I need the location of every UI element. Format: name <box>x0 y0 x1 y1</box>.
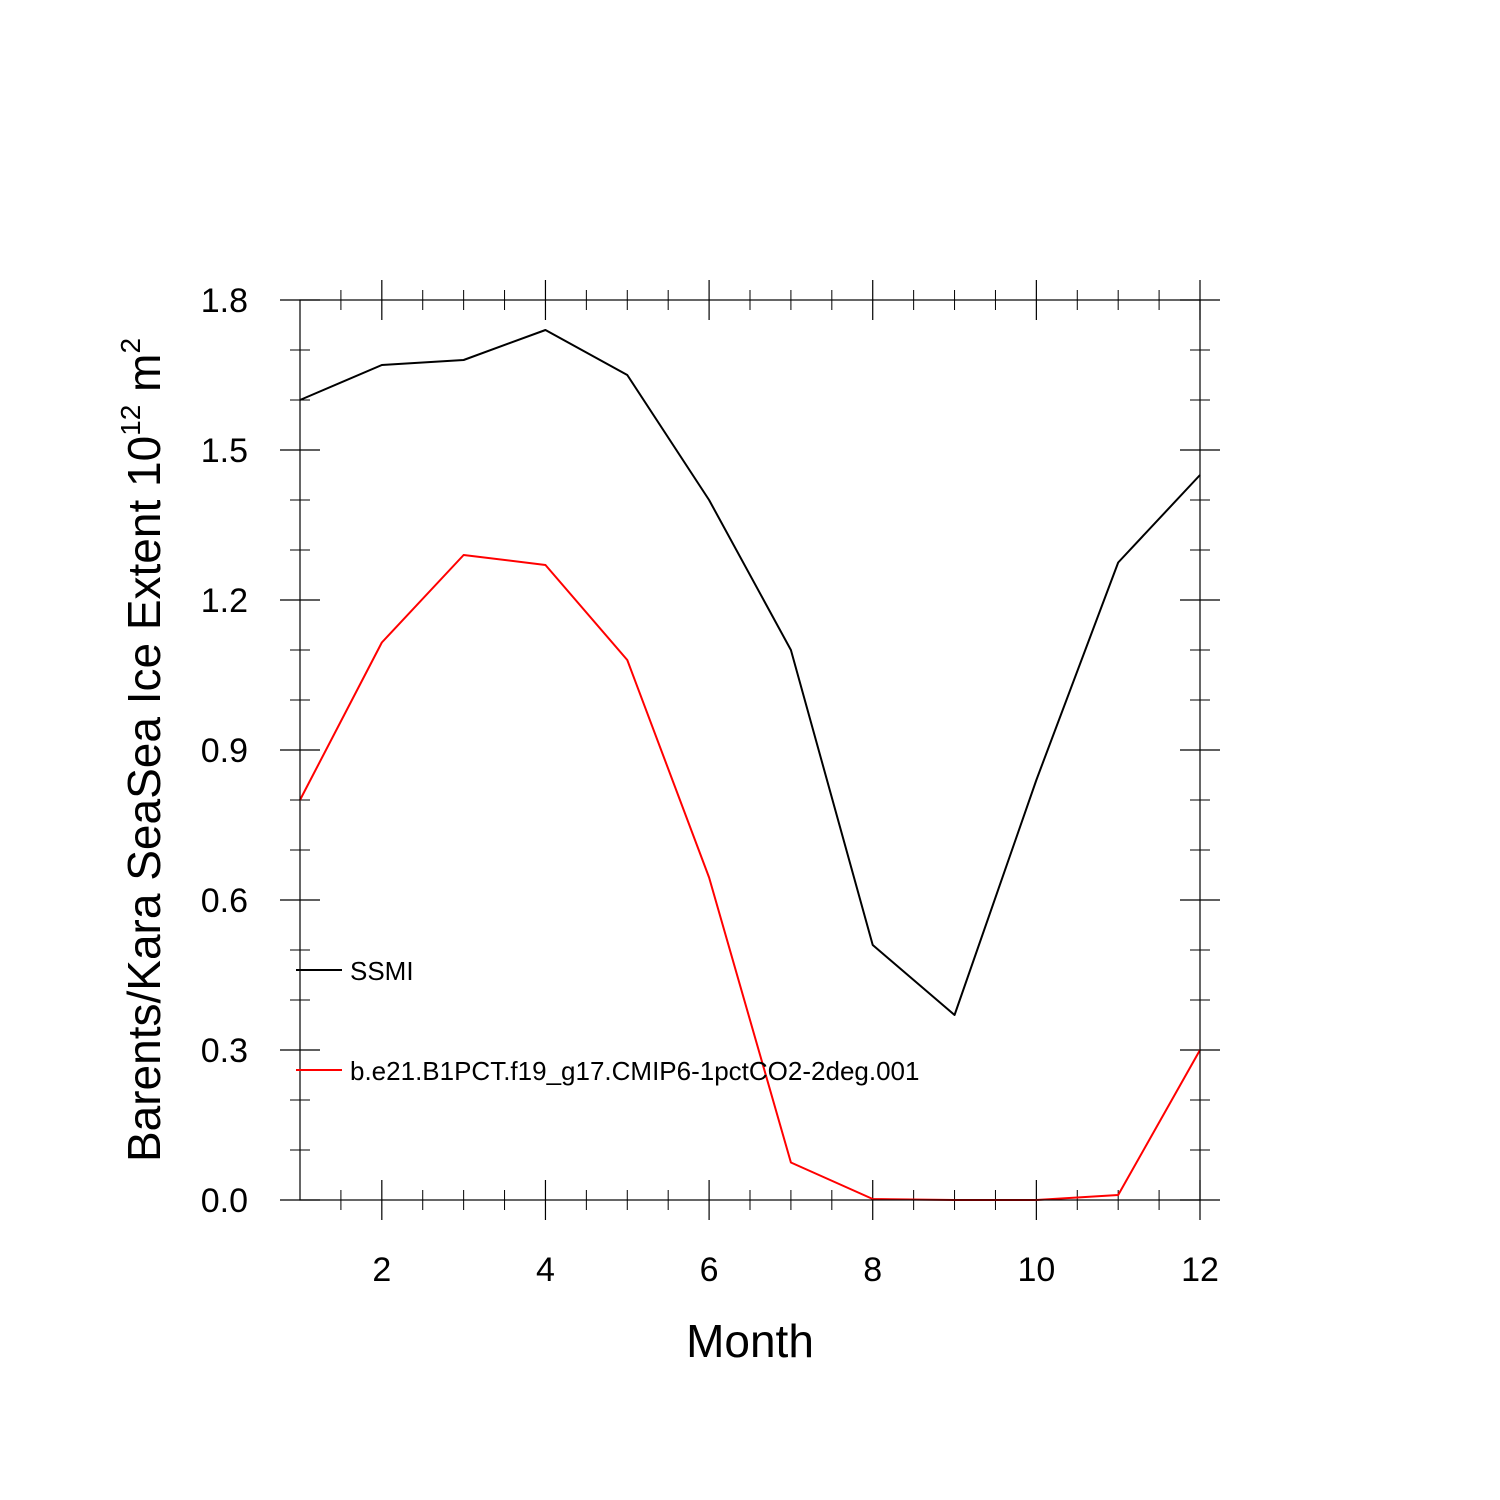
y-tick-label: 0.3 <box>201 1032 248 1070</box>
legend: SSMI b.e21.B1PCT.f19_g17.CMIP6-1pctCO2-2… <box>296 956 919 1086</box>
x-tick-labels: 2 4 6 8 10 12 <box>372 1251 1219 1289</box>
series-lines <box>299 329 1201 1201</box>
x-tick-label: 6 <box>700 1251 719 1289</box>
series-line-model <box>299 554 1201 1201</box>
x-tick-label: 4 <box>536 1251 555 1289</box>
legend-label-model: b.e21.B1PCT.f19_g17.CMIP6-1pctCO2-2deg.0… <box>350 1056 919 1086</box>
y-tick-label: 0.9 <box>201 732 248 770</box>
plot-frame <box>299 299 1201 1201</box>
y-tick-label: 1.5 <box>201 432 248 470</box>
y-tick-label: 0.0 <box>201 1182 248 1220</box>
y-axis-title: Barents/Kara SeaSea Ice Extent 1012 m2 <box>115 338 170 1162</box>
x-axis-title: Month <box>686 1315 814 1367</box>
y-axis-title-unit-exponent: 2 <box>115 338 146 354</box>
x-tick-label: 8 <box>863 1251 882 1289</box>
y-axis-title-unit: m <box>118 354 170 405</box>
y-tick-label: 1.2 <box>201 582 248 620</box>
series-line-ssmi <box>299 329 1201 1016</box>
legend-label-ssmi: SSMI <box>350 956 414 986</box>
y-tick-label: 1.8 <box>201 282 248 320</box>
y-tick-labels: 0.0 0.3 0.6 0.9 1.2 1.5 1.8 <box>201 282 248 1220</box>
y-axis-title-exponent: 12 <box>115 405 146 436</box>
x-tick-label: 12 <box>1181 1251 1219 1289</box>
x-tick-label: 10 <box>1017 1251 1055 1289</box>
x-tick-label: 2 <box>372 1251 391 1289</box>
y-tick-label: 0.6 <box>201 882 248 920</box>
y-axis-title-text: Barents/Kara SeaSea Ice Extent 10 <box>118 436 170 1162</box>
